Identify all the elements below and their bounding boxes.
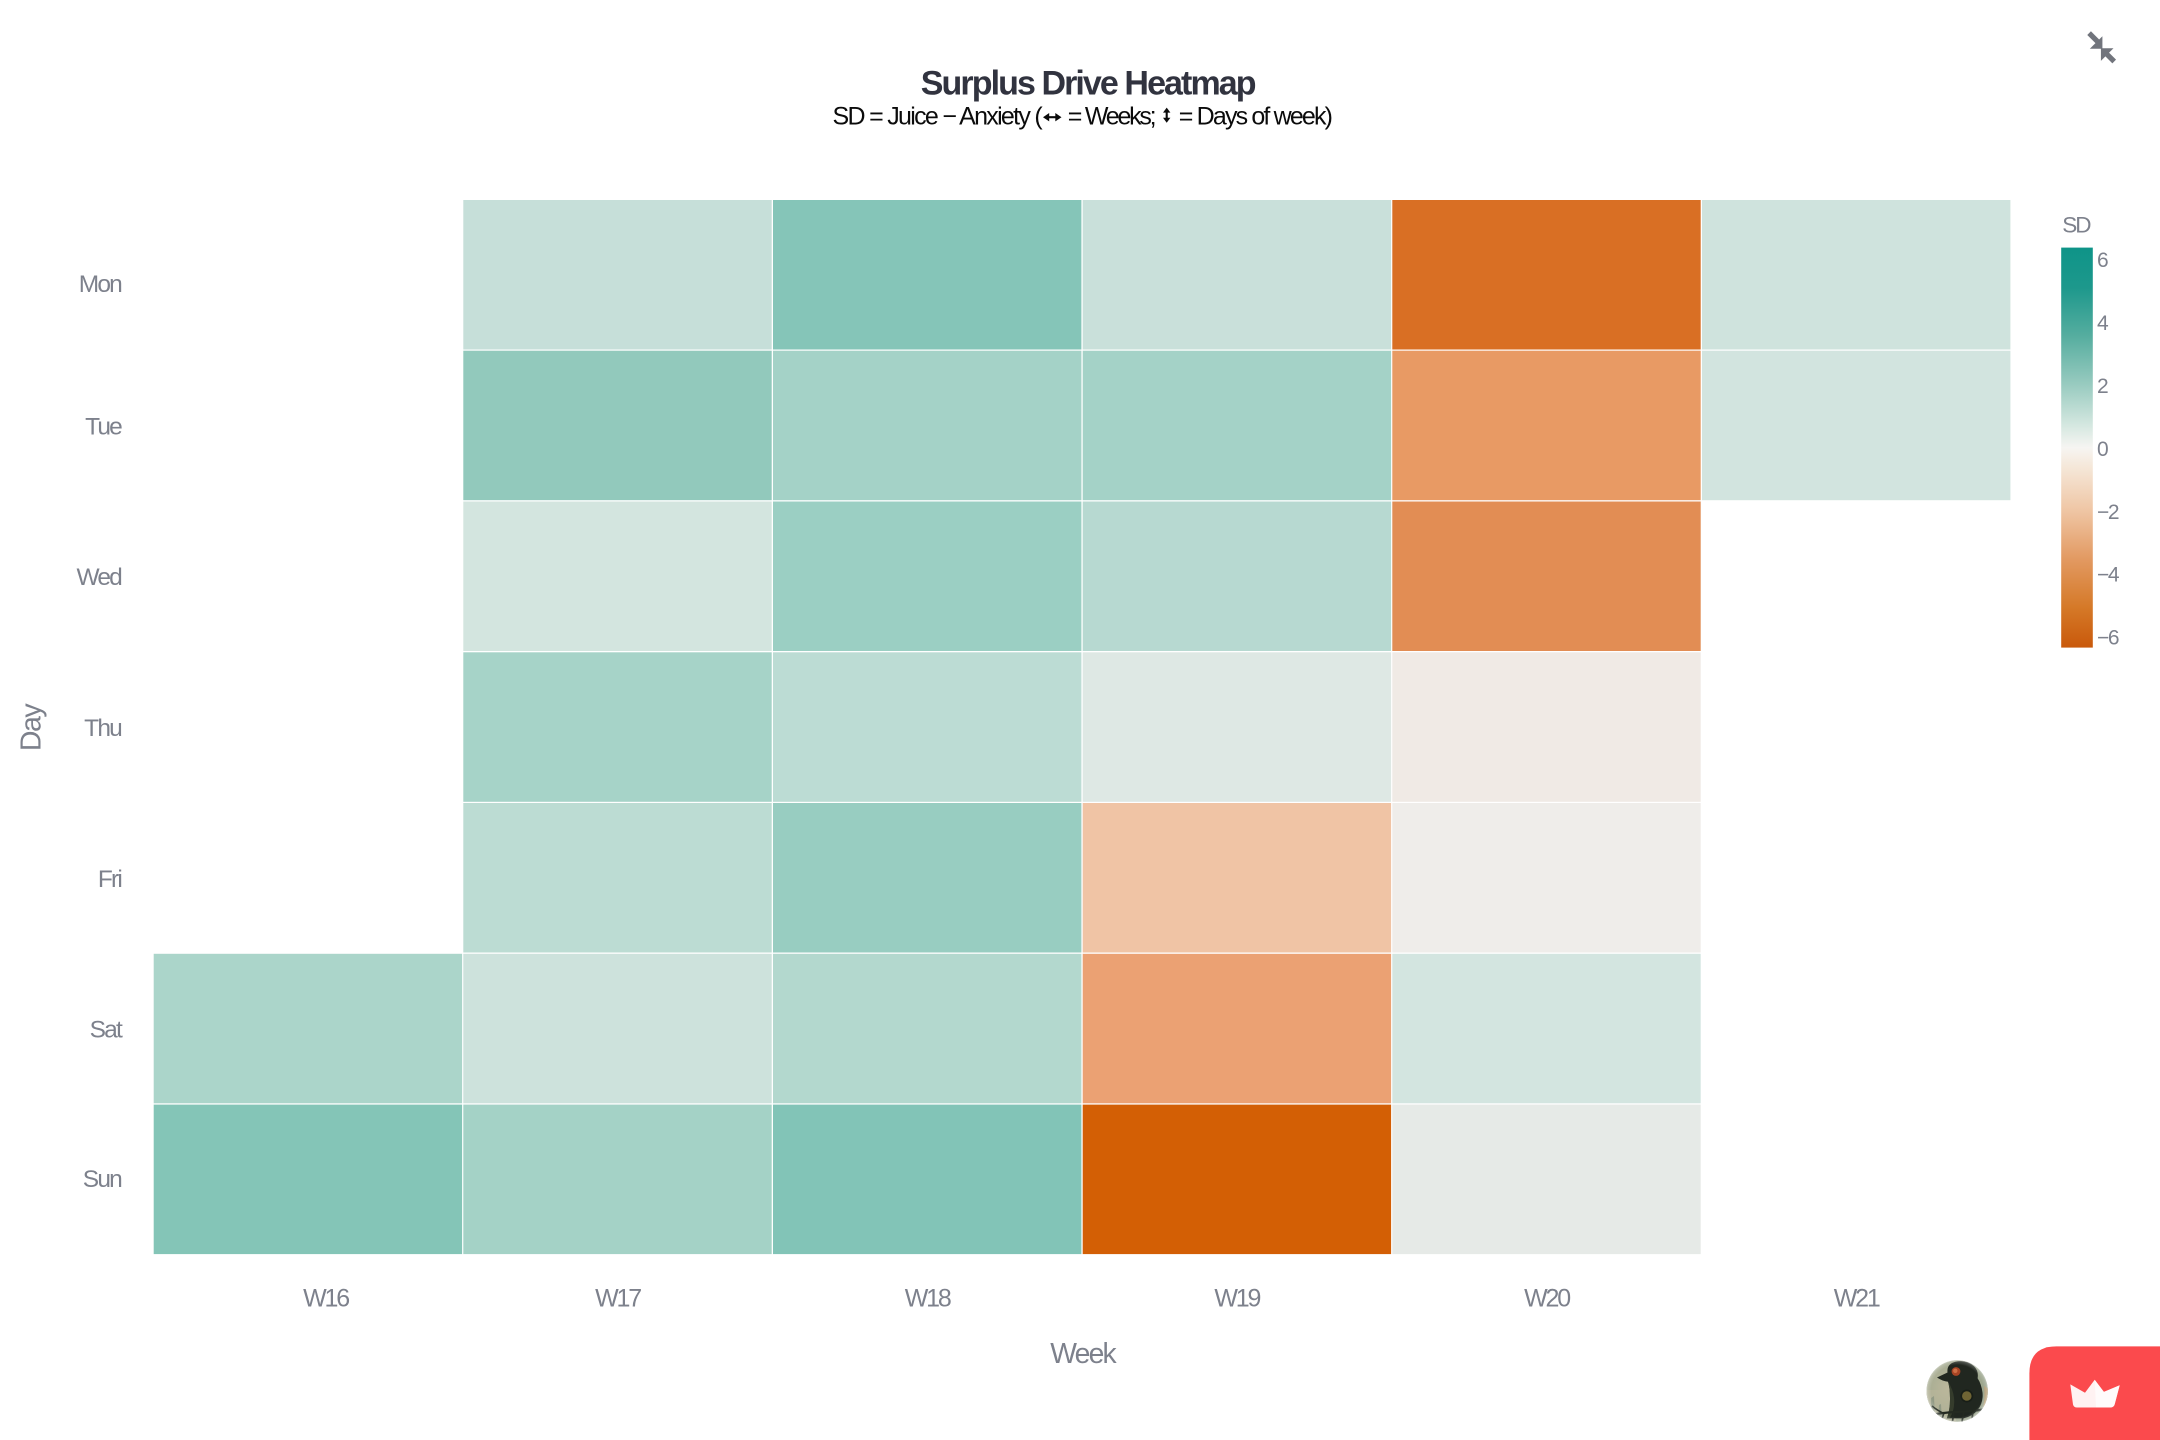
- svg-text:W21: W21: [1834, 1284, 1880, 1312]
- svg-text:6: 6: [2097, 249, 2108, 272]
- svg-text:4: 4: [2097, 312, 2109, 335]
- svg-text:Sun: Sun: [83, 1166, 122, 1193]
- svg-text:Wed: Wed: [76, 564, 122, 591]
- svg-text:Tue: Tue: [85, 414, 122, 441]
- svg-text:Fri: Fri: [98, 866, 122, 893]
- svg-text:Thu: Thu: [84, 715, 121, 742]
- svg-text:−4: −4: [2097, 564, 2120, 587]
- svg-text:0: 0: [2097, 438, 2108, 461]
- svg-text:2: 2: [2097, 375, 2108, 398]
- svg-text:Surplus Drive Heatmap: Surplus Drive Heatmap: [921, 65, 1256, 103]
- svg-text:= Days of week): = Days of week): [1179, 103, 1332, 131]
- svg-text:−2: −2: [2097, 501, 2119, 524]
- svg-text:Week: Week: [1050, 1337, 1117, 1369]
- svg-text:Sat: Sat: [90, 1017, 123, 1044]
- svg-text:W16: W16: [303, 1284, 349, 1312]
- svg-text:W19: W19: [1214, 1284, 1260, 1312]
- svg-text:= Weeks;: = Weeks;: [1068, 103, 1155, 131]
- svg-text:W18: W18: [905, 1284, 951, 1312]
- svg-text:W20: W20: [1524, 1284, 1570, 1312]
- svg-text:SD: SD: [2062, 212, 2091, 237]
- svg-text:SD = Juice − Anxiety (: SD = Juice − Anxiety (: [833, 103, 1044, 131]
- svg-text:W17: W17: [595, 1284, 641, 1312]
- svg-text:Mon: Mon: [79, 271, 122, 298]
- svg-text:−6: −6: [2097, 627, 2119, 650]
- svg-text:Day: Day: [15, 703, 47, 751]
